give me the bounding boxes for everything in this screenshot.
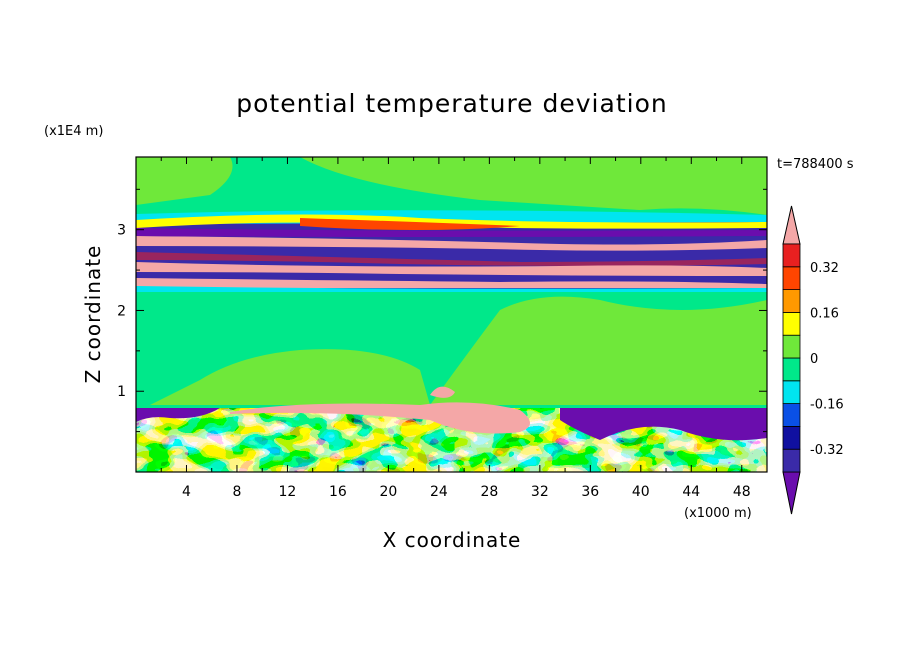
x-tick-label: 32 (531, 484, 549, 500)
x-tick-label: 48 (733, 484, 751, 500)
colorbar-swatch (782, 243, 801, 268)
x-tick-label: 36 (581, 484, 599, 500)
x-tick-label: 44 (682, 484, 700, 500)
x-axis: 4 8 12 16 20 24 28 32 36 40 44 48 (160, 157, 751, 500)
y-axis: 1 2 3 (117, 188, 767, 433)
y-axis-label: Z coordinate (81, 245, 105, 384)
field-patch (136, 157, 233, 205)
chart-title: potential temperature deviation (236, 89, 667, 118)
colorbar-tick-label: 0.16 (810, 306, 839, 321)
colorbar-extend-min (782, 471, 801, 515)
plot-frame (135, 156, 768, 473)
colorbar-swatch (782, 289, 801, 313)
colorbar-swatch (782, 266, 801, 290)
colorbar-swatch (782, 334, 801, 359)
colorbar-tick-label: -0.16 (810, 398, 844, 413)
y-axis-unit: (x1E4 m) (44, 124, 103, 139)
field-patch (560, 408, 767, 441)
colorbar-swatch (782, 380, 801, 404)
band-layer (136, 278, 767, 288)
colorbar-swatch (782, 448, 801, 473)
colorbar-extend-max (782, 205, 801, 245)
colorbar-tick-label: 0 (810, 352, 818, 367)
band-layer (136, 252, 767, 266)
x-tick-label: 16 (329, 484, 347, 500)
colorbar-swatch (782, 403, 801, 427)
x-tick-label: 28 (480, 484, 498, 500)
y-tick-label: 1 (117, 384, 126, 400)
field-patch (136, 408, 220, 422)
band-layer (136, 286, 767, 292)
x-tick-label: 20 (379, 484, 397, 500)
x-tick-label: 8 (232, 484, 241, 500)
colorbar-tick-label: -0.32 (810, 443, 844, 458)
field-patch (230, 402, 530, 434)
field-patch (150, 349, 430, 405)
colorbar-tick-label: 0.32 (810, 261, 839, 276)
band-layer (136, 236, 767, 251)
x-axis-label: X coordinate (383, 528, 522, 552)
y-tick-label: 2 (117, 303, 126, 319)
band-layer (136, 262, 767, 276)
y-tick-label: 3 (117, 223, 126, 239)
colorbar-swatch (782, 425, 801, 450)
x-tick-label: 24 (430, 484, 448, 500)
field-patch (430, 386, 455, 398)
band-layer (300, 218, 520, 230)
colorbar-swatch (782, 357, 801, 382)
colorbar-swatch (782, 311, 801, 336)
band-layer (136, 228, 767, 237)
x-tick-label: 4 (182, 484, 191, 500)
band-layer (136, 214, 767, 229)
x-tick-label: 40 (632, 484, 650, 500)
x-tick-label: 12 (279, 484, 297, 500)
colorbar: 0.32 0.16 0 -0.16 -0.32 (782, 205, 844, 515)
x-axis-unit: (x1000 m) (684, 506, 752, 521)
field-patch (300, 157, 767, 215)
time-label: t=788400 s (777, 157, 854, 172)
field-patch (430, 296, 767, 405)
plot-area (136, 157, 767, 472)
